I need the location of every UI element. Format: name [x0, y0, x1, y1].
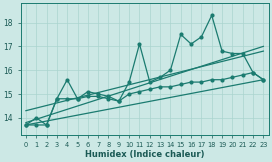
- X-axis label: Humidex (Indice chaleur): Humidex (Indice chaleur): [85, 150, 204, 159]
